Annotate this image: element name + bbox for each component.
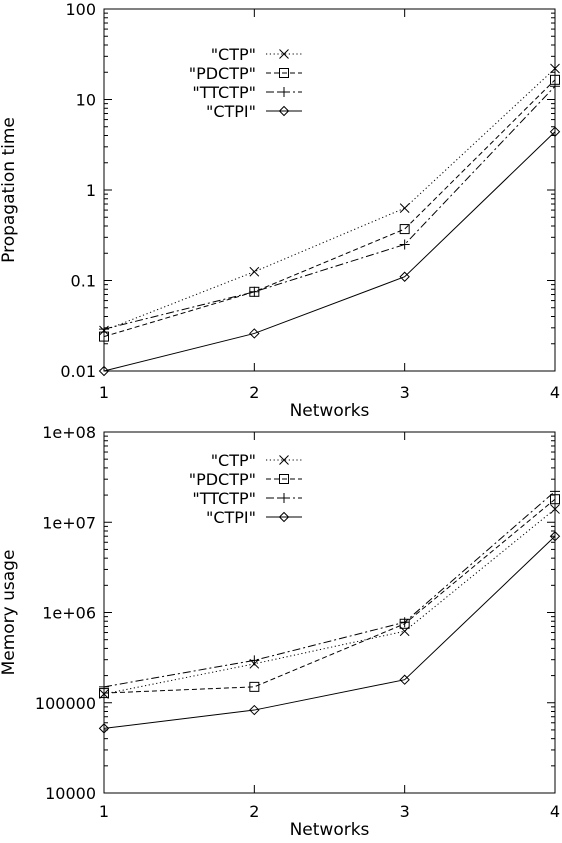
series-line xyxy=(103,85,556,330)
data-point xyxy=(549,126,561,137)
series-3 xyxy=(99,81,560,335)
data-point xyxy=(550,63,560,74)
legend-label: "CTPI" xyxy=(206,102,256,121)
data-point xyxy=(399,203,410,214)
data-point xyxy=(399,674,410,685)
plot-frame xyxy=(103,431,556,794)
data-point xyxy=(98,365,110,377)
data-point xyxy=(249,328,260,339)
legend-label: "CTP" xyxy=(211,451,256,470)
data-point xyxy=(249,655,260,666)
data-point xyxy=(399,617,410,628)
series-2 xyxy=(99,494,560,699)
series-3 xyxy=(99,486,560,692)
x-tick-label: 2 xyxy=(249,383,259,402)
legend-label: "TTCTP" xyxy=(192,83,256,102)
series-line xyxy=(103,498,556,694)
chart-1: 1 2 3 4 0.01 0.1 1 10 100 Networks Propagation tim… xyxy=(0,0,561,421)
y-tick-label: 1e+08 xyxy=(42,423,96,442)
y-tick-label: 10 xyxy=(76,91,96,110)
series-4 xyxy=(98,126,561,377)
series-1 xyxy=(99,504,560,699)
x-axis-title: Networks xyxy=(290,820,370,838)
legend-marker xyxy=(279,493,289,503)
legend-marker xyxy=(279,68,289,78)
x-tick-label: 4 xyxy=(550,383,560,402)
x-tick-label: 1 xyxy=(99,383,109,402)
legend-marker xyxy=(279,49,289,59)
y-tick-label: 100000 xyxy=(35,694,96,713)
legend-marker xyxy=(278,105,290,117)
plot-frame xyxy=(103,8,556,372)
x-tick-label: 3 xyxy=(400,802,410,821)
data-point xyxy=(98,723,110,734)
legend-label: "TTCTP" xyxy=(192,489,256,508)
legend-label: "CTPI" xyxy=(206,508,256,527)
y-axis-title: Propagation time xyxy=(0,117,19,263)
series-line xyxy=(103,68,556,331)
x-tick-label: 2 xyxy=(249,802,259,821)
series-line xyxy=(103,79,556,338)
x-axis-title: Networks xyxy=(290,401,370,421)
data-point xyxy=(249,286,260,297)
y-tick-label: 0.1 xyxy=(71,272,96,291)
series-line xyxy=(103,490,556,688)
y-tick-label: 1e+06 xyxy=(42,604,96,623)
legend-marker xyxy=(278,511,290,523)
legend-label: "PDCTP" xyxy=(189,64,256,83)
legend-label: "CTP" xyxy=(211,45,256,64)
y-tick-label: 100 xyxy=(65,0,96,19)
series-1 xyxy=(99,63,560,336)
y-tick-label: 1e+07 xyxy=(42,513,96,532)
series-line xyxy=(103,535,556,729)
chart-2: 1 2 3 4 10000 100000 1e+06 1e+07 1e+08 Networks Me… xyxy=(0,423,561,840)
legend-marker xyxy=(279,87,289,97)
data-point xyxy=(550,81,560,92)
data-point xyxy=(249,266,260,277)
x-tick-label: 4 xyxy=(550,802,560,821)
x-tick-label: 3 xyxy=(400,383,410,402)
series-line xyxy=(103,508,556,695)
data-point xyxy=(550,504,560,514)
series-2 xyxy=(99,74,560,342)
data-point xyxy=(549,531,561,542)
x-tick-label: 1 xyxy=(99,802,109,821)
data-point xyxy=(99,324,109,335)
data-point xyxy=(550,486,560,497)
data-point xyxy=(99,689,109,699)
series-4 xyxy=(98,531,561,734)
data-point xyxy=(249,704,260,716)
data-point xyxy=(99,681,109,692)
legend-marker xyxy=(279,474,289,484)
y-tick-label: 1 xyxy=(86,181,96,200)
data-point xyxy=(399,239,410,250)
data-point xyxy=(399,271,410,282)
legend-marker xyxy=(279,455,289,465)
y-axis-title: Memory usage xyxy=(0,550,19,676)
y-tick-label: 10000 xyxy=(45,784,96,803)
y-tick-label: 0.01 xyxy=(60,362,96,381)
data-point xyxy=(249,681,260,692)
data-point xyxy=(399,224,410,235)
series-line xyxy=(103,131,556,372)
legend-label: "PDCTP" xyxy=(189,470,256,489)
